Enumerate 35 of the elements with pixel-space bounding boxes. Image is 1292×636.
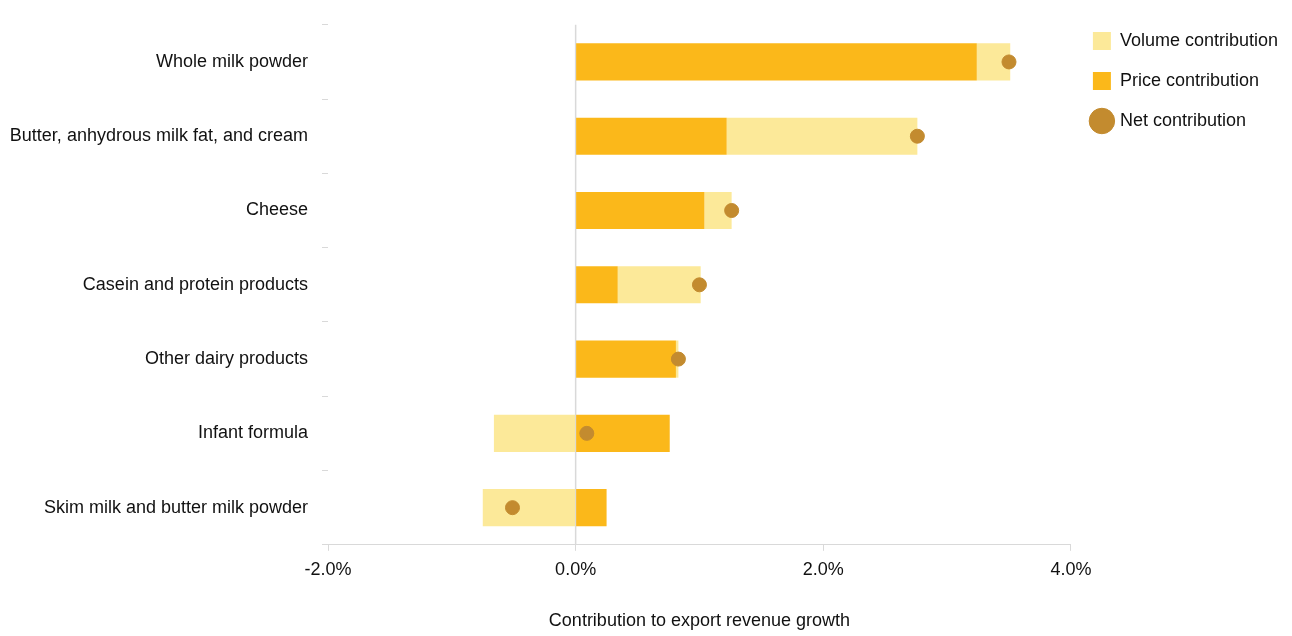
bar [617, 266, 701, 304]
bar [576, 340, 676, 378]
bar [576, 489, 607, 527]
bar [493, 414, 576, 452]
legend-label: Volume contribution [1119, 29, 1279, 50]
y-tick-label: Cheese [245, 199, 308, 220]
bar [976, 43, 1011, 81]
y-tick-label: Casein and protein products [82, 273, 308, 294]
point [1001, 54, 1017, 70]
y-tick-label: Butter, anhydrous milk fat, and cream [9, 125, 308, 146]
point [909, 128, 925, 144]
legend-label: Net contribution [1119, 109, 1246, 130]
bar [576, 191, 705, 230]
point [724, 203, 740, 219]
bar [576, 414, 670, 452]
x-tick-label: -2.0% [304, 558, 352, 579]
bar [576, 117, 727, 155]
bar [482, 489, 576, 527]
bar [576, 266, 618, 304]
point [670, 351, 686, 367]
y-tick-label: Whole milk powder [155, 50, 308, 71]
bar [726, 117, 918, 155]
bar [704, 191, 732, 230]
y-tick-label: Skim milk and butter milk powder [43, 496, 308, 517]
y-tick-label: Infant formula [197, 422, 309, 443]
y-tick-label: Other dairy products [144, 348, 308, 369]
point [579, 425, 595, 441]
legend-label: Price contribution [1119, 69, 1259, 90]
x-tick-label: 2.0% [802, 558, 844, 579]
x-tick-label: 4.0% [1050, 558, 1092, 579]
point [691, 277, 707, 293]
x-axis-title: Contribution to export revenue growth [548, 610, 851, 631]
x-tick-label: 0.0% [555, 558, 597, 579]
bar [576, 43, 977, 81]
point [504, 500, 520, 516]
